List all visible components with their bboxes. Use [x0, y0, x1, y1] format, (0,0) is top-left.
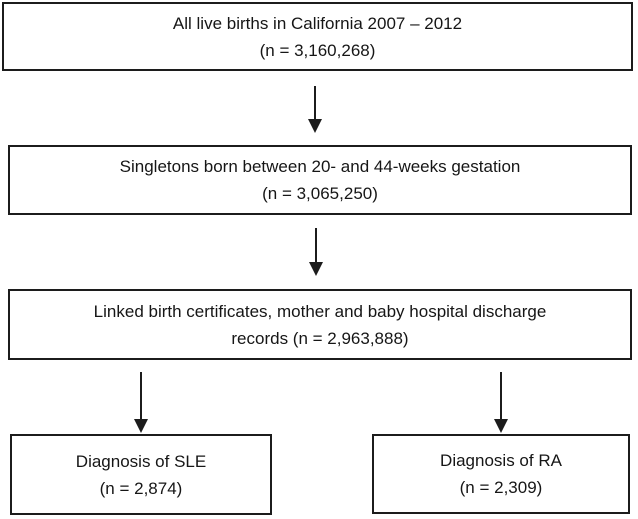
- down-arrow-icon: [308, 86, 322, 133]
- node-count-line: records (n = 2,963,888): [231, 328, 409, 348]
- node-count-line: (n = 3,065,250): [262, 184, 378, 203]
- node-singletons: Singletons born between 20- and 44-weeks…: [8, 145, 632, 215]
- node-count-line: (n = 2,874): [99, 478, 183, 498]
- node-diagnosis-sle: Diagnosis of SLE (n = 2,874): [10, 434, 272, 515]
- node-all-live-births: All live births in California 2007 – 201…: [2, 2, 633, 71]
- node-diagnosis-ra: Diagnosis of RA (n = 2,309): [372, 434, 630, 514]
- down-arrow-icon: [309, 228, 323, 276]
- node-count-line: (n = 3,160,268): [259, 40, 376, 60]
- node-text-line: All live births in California 2007 – 201…: [172, 13, 463, 33]
- node-text-line: Diagnosis of SLE: [75, 451, 207, 471]
- node-text-line: Linked birth certificates, mother and ba…: [93, 301, 547, 321]
- node-count-line: (n = 2,309): [459, 478, 543, 497]
- down-arrow-icon: [134, 372, 148, 433]
- down-arrow-icon: [494, 372, 508, 433]
- node-text-line: Diagnosis of RA: [440, 451, 562, 470]
- node-linked-records: Linked birth certificates, mother and ba…: [8, 289, 632, 360]
- node-text-line: Singletons born between 20- and 44-weeks…: [119, 157, 521, 176]
